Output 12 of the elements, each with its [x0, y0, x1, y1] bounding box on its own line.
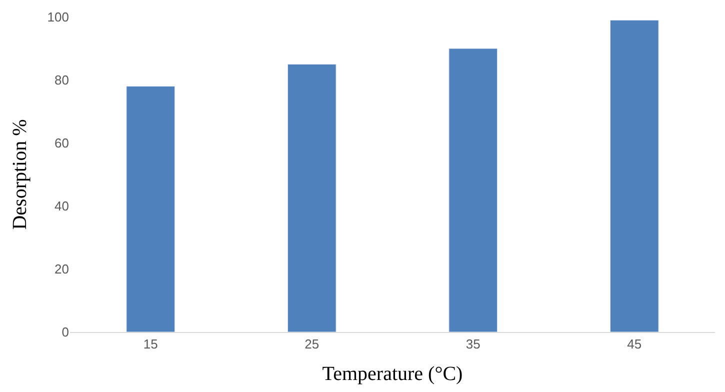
y-tick-label: 100	[47, 10, 69, 25]
x-tick-label: 15	[143, 336, 158, 352]
y-axis-title: Desorption %	[8, 119, 31, 230]
y-tick-label: 60	[54, 136, 69, 151]
y-tick-label: 40	[54, 198, 69, 214]
y-tick-label: 0	[62, 324, 69, 340]
y-tick-label: 20	[54, 262, 69, 277]
x-axis-title: Temperature (°C)	[322, 363, 463, 386]
x-tick-label: 25	[304, 336, 320, 352]
y-tick-label: 80	[54, 72, 69, 88]
x-tick-label: 45	[627, 336, 642, 352]
x-tick-label: 35	[466, 336, 480, 352]
